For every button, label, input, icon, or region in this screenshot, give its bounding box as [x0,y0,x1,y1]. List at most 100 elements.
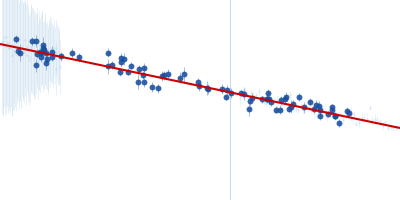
Point [277,108,284,111]
Point [27,55,33,59]
Point [224,88,230,91]
Point [29,48,35,51]
Point [284,104,291,107]
Point [75,56,82,59]
Point [41,48,47,52]
Point [53,67,60,71]
Point [9,54,16,57]
Point [15,46,21,49]
Point [36,53,43,56]
Point [16,53,22,57]
Point [246,107,252,110]
Point [311,108,317,111]
Point [25,47,32,51]
Point [49,50,55,54]
Point [54,54,61,57]
Point [317,109,323,112]
Point [38,46,45,49]
Point [38,48,44,51]
Point [8,54,15,58]
Point [311,111,317,115]
Point [3,36,10,39]
Point [287,94,294,97]
Point [253,93,259,96]
Point [245,97,251,101]
Point [329,108,335,111]
Point [33,45,40,48]
Point [337,114,344,117]
Point [19,45,25,48]
Point [278,99,284,102]
Point [20,49,26,52]
Point [353,122,360,125]
Point [242,90,248,93]
Point [47,53,54,57]
Point [10,50,17,54]
Point [140,73,146,77]
Point [313,104,320,107]
Point [136,67,142,70]
Point [377,120,383,123]
Point [249,96,255,99]
Point [120,57,127,61]
Point [52,54,58,57]
Point [274,100,280,103]
Point [307,100,314,104]
Point [279,102,286,105]
Point [34,49,40,52]
Point [290,102,296,105]
Point [344,109,351,112]
Point [329,111,336,114]
Point [358,116,365,120]
Point [388,125,394,129]
Point [44,58,51,61]
Point [316,111,322,114]
Point [42,47,48,50]
Point [0,40,7,43]
Point [117,56,124,60]
Point [128,64,134,67]
Point [32,52,39,55]
Point [247,100,254,103]
Point [40,56,46,59]
Point [292,108,299,111]
Point [50,52,56,55]
Point [264,97,270,100]
Point [335,113,341,116]
Point [177,76,183,79]
Point [240,91,246,94]
Point [259,98,265,101]
Point [15,49,21,53]
Point [155,87,161,90]
Point [340,119,346,122]
Point [288,105,295,108]
Point [301,106,307,109]
Point [303,104,309,107]
Point [393,125,399,128]
Point [204,88,211,91]
Point [11,44,18,47]
Point [0,40,5,44]
Point [49,51,55,55]
Point [30,51,37,54]
Point [282,97,288,100]
Point [105,51,111,54]
Point [332,114,338,118]
Point [26,58,32,62]
Point [54,50,60,53]
Point [28,48,34,51]
Point [135,80,142,83]
Point [48,48,54,51]
Point [298,104,304,107]
Point [228,91,234,95]
Point [364,118,370,121]
Point [108,63,115,67]
Point [118,60,124,64]
Point [30,50,36,53]
Point [52,46,59,49]
Point [283,95,290,98]
Point [41,50,48,53]
Point [13,53,19,56]
Point [324,116,330,119]
Point [19,50,26,53]
